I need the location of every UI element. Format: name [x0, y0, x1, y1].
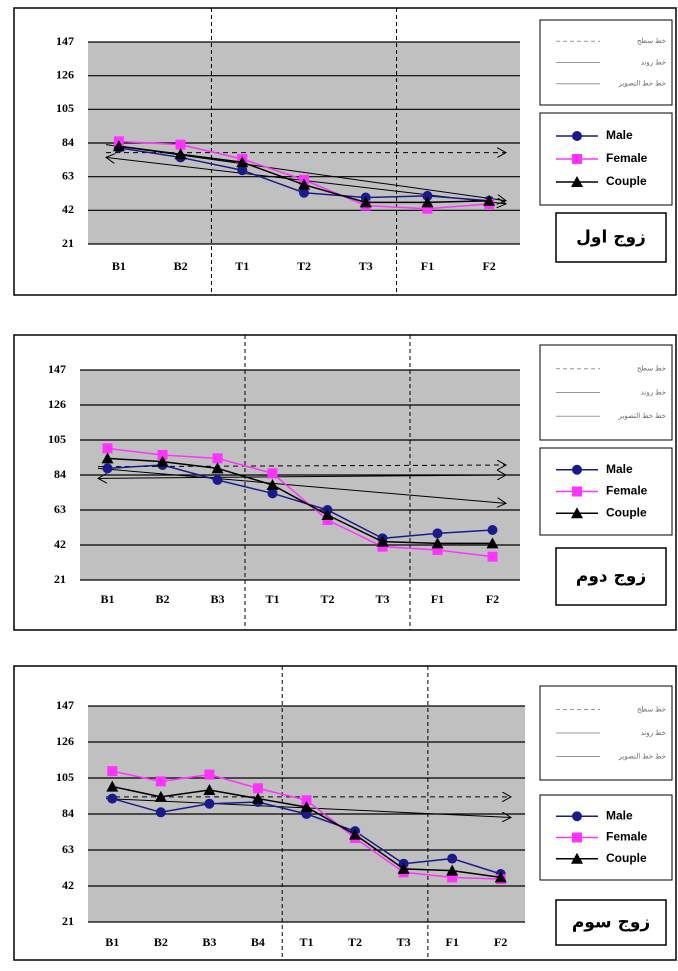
legend-label: Male: [606, 808, 633, 822]
legend-label: Couple: [606, 851, 647, 865]
point: [103, 463, 113, 473]
y-tick-label: 84: [62, 135, 74, 149]
point: [107, 766, 117, 776]
x-tick-label: B1: [112, 259, 126, 273]
y-tick-label: 42: [54, 537, 66, 551]
reference-legend-label: خط خط التصویر: [617, 80, 666, 88]
x-tick-label: F2: [486, 592, 499, 606]
y-tick-label: 63: [62, 168, 74, 182]
y-tick-label: 105: [56, 101, 74, 115]
y-tick-label: 84: [54, 467, 66, 481]
y-tick-label: 105: [56, 770, 74, 784]
y-tick-label: 105: [48, 432, 66, 446]
point: [103, 443, 113, 453]
legend-label: Male: [606, 462, 633, 476]
figure: 21 42 63 84 105 126 147 B1 B2 T1 T2 T3 F1 F2 خط سطح خط …: [0, 0, 678, 971]
point: [213, 475, 223, 485]
y-tick-label: 147: [56, 34, 74, 48]
y-tick-label: 126: [56, 67, 74, 81]
point: [433, 528, 443, 538]
point: [176, 140, 186, 150]
x-tick-label: B1: [100, 592, 114, 606]
point: [213, 453, 223, 463]
x-tick-label: B2: [154, 935, 168, 949]
reference-legend-label: خط روند: [641, 388, 666, 396]
x-tick-label: T2: [348, 935, 362, 949]
point: [156, 807, 166, 817]
point: [107, 794, 117, 804]
x-tick-label: T1: [235, 259, 249, 273]
x-tick-label: T2: [297, 259, 311, 273]
legend-label: Couple: [606, 174, 647, 188]
legend-label: Male: [606, 128, 633, 142]
y-tick-label: 21: [62, 236, 74, 250]
x-tick-label: F2: [494, 935, 507, 949]
legend-label: Couple: [606, 505, 647, 519]
point: [156, 776, 166, 786]
chart-panel: 21 42 63 84 105 126 147 B1 B2 T1 T2 T3 F1 F2 خط سطح خط …: [14, 8, 676, 295]
x-tick-label: B2: [174, 259, 188, 273]
x-tick-label: T3: [359, 259, 373, 273]
point: [204, 770, 214, 780]
x-tick-label: B1: [105, 935, 119, 949]
point: [253, 783, 263, 793]
x-tick-label: T3: [397, 935, 411, 949]
reference-legend-label: خط روند: [641, 729, 666, 737]
x-tick-label: F1: [445, 935, 458, 949]
legend-label: Female: [606, 830, 648, 844]
y-tick-label: 63: [54, 502, 66, 516]
y-tick-label: 147: [48, 362, 66, 376]
reference-legend-label: خط خط التصویر: [617, 412, 666, 420]
y-tick-label: 21: [62, 914, 74, 928]
x-tick-label: B3: [202, 935, 216, 949]
reference-legend-label: خط خط التصویر: [617, 752, 666, 760]
reference-legend-label: خط سطح: [637, 365, 666, 373]
chart-panel: 21 42 63 84 105 126 147 B1 B2 B3 T1 T2 T3 F1 F2 خط سطح خ…: [14, 335, 676, 630]
point: [572, 465, 582, 475]
point: [204, 799, 214, 809]
y-tick-label: 126: [56, 734, 74, 748]
point: [572, 487, 582, 497]
x-tick-label: T3: [375, 592, 389, 606]
x-tick-label: B4: [251, 935, 265, 949]
x-tick-label: T1: [299, 935, 313, 949]
reference-legend-label: خط سطح: [637, 37, 666, 45]
page: 21 42 63 84 105 126 147 B1 B2 T1 T2 T3 F1 F2 خط سطح خط …: [0, 0, 678, 971]
point: [572, 811, 582, 821]
x-tick-label: F1: [421, 259, 434, 273]
point: [488, 525, 498, 535]
x-tick-label: F1: [431, 592, 444, 606]
reference-legend-label: خط سطح: [637, 705, 666, 713]
point: [268, 468, 278, 478]
x-tick-label: F2: [482, 259, 495, 273]
x-tick-label: B3: [210, 592, 224, 606]
y-tick-label: 21: [54, 572, 66, 586]
reference-legend-label: خط روند: [641, 58, 666, 66]
point: [572, 131, 582, 141]
chart-panel: 21 42 63 84 105 126 147 B1 B2 B3 B4 T1 T2 T3 F1 F2 خط سط…: [14, 666, 676, 960]
panel-label: زوج دوم: [576, 567, 646, 587]
y-tick-label: 63: [62, 842, 74, 856]
panel-label: زوج اول: [576, 228, 646, 248]
y-tick-label: 126: [48, 397, 66, 411]
x-tick-label: T1: [265, 592, 279, 606]
y-tick-label: 42: [62, 202, 74, 216]
x-tick-label: T2: [320, 592, 334, 606]
point: [572, 154, 582, 164]
point: [447, 854, 457, 864]
panel-label: زوج سوم: [572, 913, 650, 933]
legend-label: Female: [606, 484, 648, 498]
y-tick-label: 42: [62, 878, 74, 892]
point: [488, 552, 498, 562]
y-tick-label: 147: [56, 698, 74, 712]
legend-label: Female: [606, 151, 648, 165]
point: [572, 833, 582, 843]
x-tick-label: B2: [155, 592, 169, 606]
y-tick-label: 84: [62, 806, 74, 820]
